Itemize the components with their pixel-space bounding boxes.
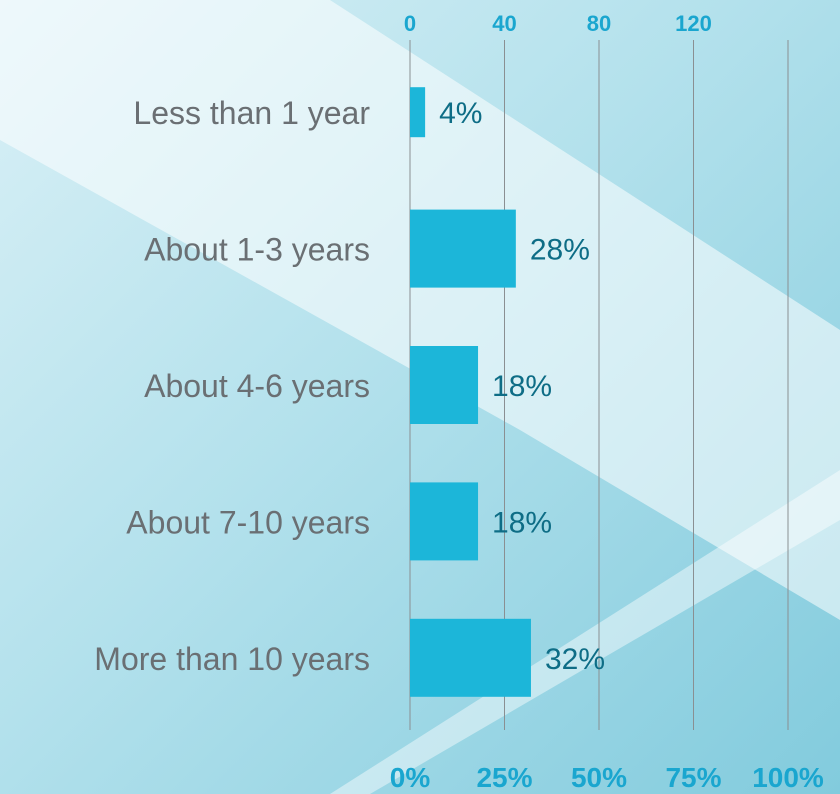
data-label: 18% <box>492 370 552 403</box>
category-label: About 1-3 years <box>144 232 370 268</box>
data-label: 28% <box>530 234 590 267</box>
bar <box>410 209 516 288</box>
category-label: More than 10 years <box>94 641 370 677</box>
x-top-tick-label: 0 <box>404 11 416 36</box>
x-top-tick-label: 80 <box>587 11 611 36</box>
data-label: 4% <box>439 97 482 130</box>
background-light-band <box>0 0 840 620</box>
x-bottom-tick-label: 50% <box>571 762 627 793</box>
bar <box>410 346 479 424</box>
x-top-tick-label: 120 <box>675 11 712 36</box>
bars <box>410 87 531 697</box>
category-label: About 7-10 years <box>126 504 370 540</box>
x-bottom-tick-label: 100% <box>752 762 824 793</box>
bar <box>410 87 426 138</box>
labels: 0% 25% 50% 75% 100% 0 40 80 120 Less than 1 year 4… <box>94 11 824 793</box>
x-bottom-tick-label: 25% <box>476 762 532 793</box>
x-bottom-tick-label: 75% <box>665 762 721 793</box>
background-light-stripe <box>330 470 840 794</box>
x-bottom-tick-label: 0% <box>390 762 431 793</box>
bar <box>410 482 479 561</box>
x-top-tick-label: 40 <box>492 11 516 36</box>
data-label: 18% <box>492 506 552 539</box>
bar <box>410 618 531 697</box>
category-label: Less than 1 year <box>133 95 370 131</box>
data-label: 32% <box>545 643 605 676</box>
category-label: About 4-6 years <box>144 368 370 404</box>
